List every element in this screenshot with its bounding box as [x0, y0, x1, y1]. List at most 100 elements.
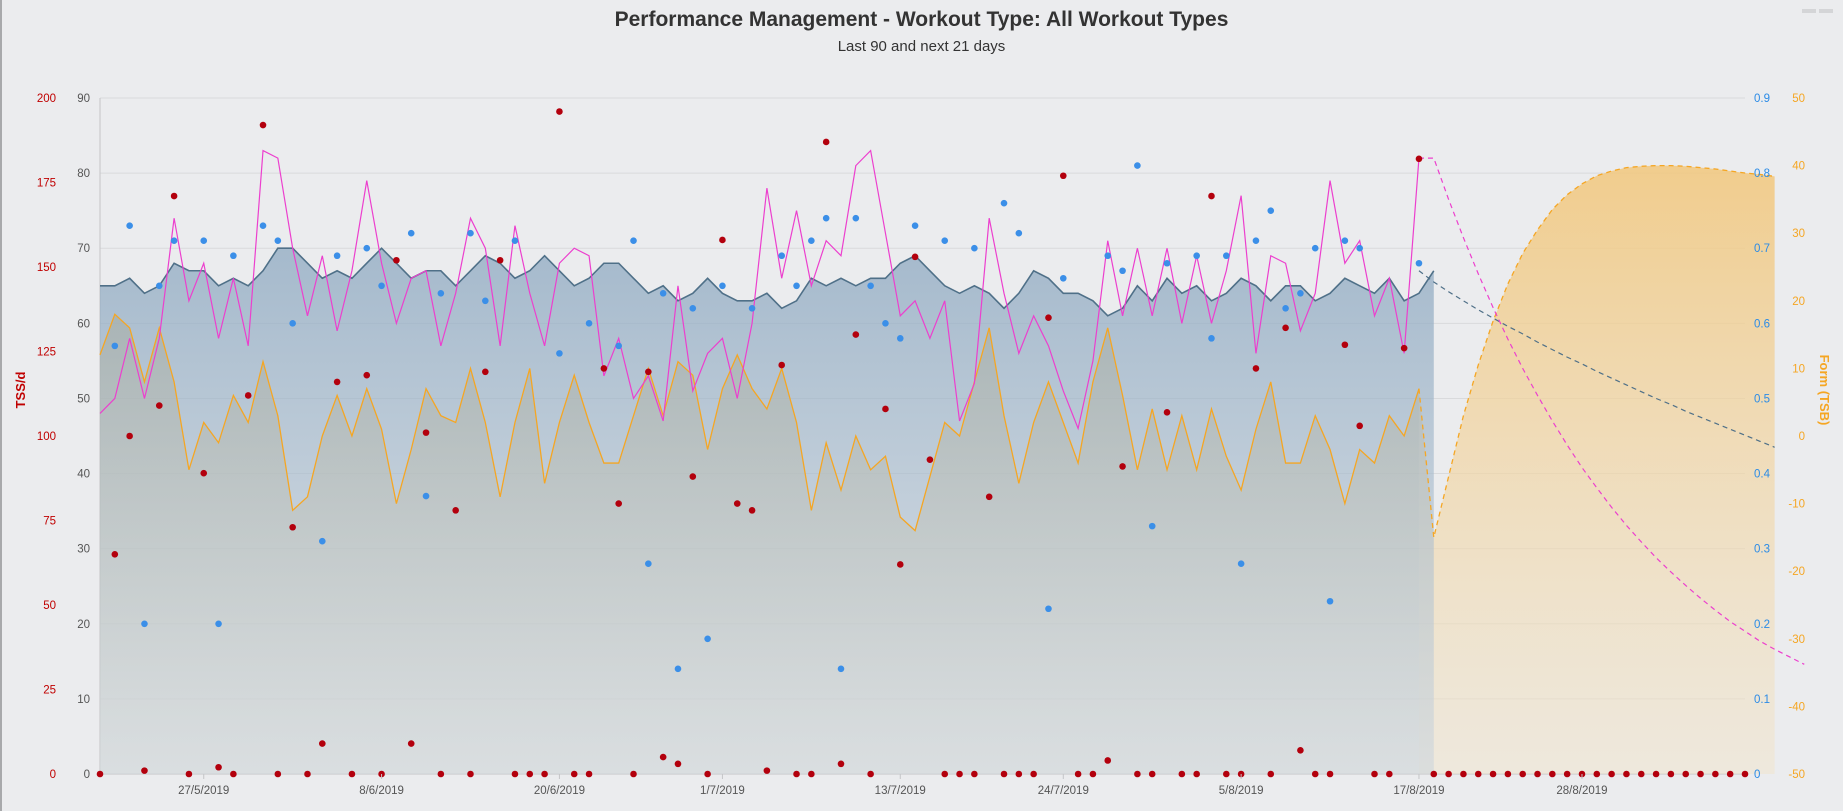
tss-point	[541, 770, 548, 778]
if-point	[659, 289, 667, 297]
chart-subtitle: Last 90 and next 21 days	[837, 38, 1006, 55]
tss-point	[1341, 341, 1349, 349]
tss-tick-label: 25	[43, 685, 56, 697]
if-point	[230, 252, 237, 260]
tss-point	[1074, 770, 1082, 778]
tss-point	[852, 331, 860, 338]
tss-point	[971, 770, 978, 778]
tss-point	[778, 361, 786, 369]
tss-point	[896, 561, 904, 568]
form-tick-label: 0	[1799, 431, 1805, 443]
tss-point	[1297, 747, 1304, 754]
tss-point	[704, 770, 711, 778]
tss-point	[1267, 770, 1275, 778]
if-point	[333, 252, 341, 260]
if-point	[837, 665, 845, 673]
form-tick-label: -40	[1788, 701, 1805, 713]
tss-point	[985, 493, 993, 501]
tss-point	[1104, 757, 1112, 764]
x-tick-label: 5/8/2019	[1219, 785, 1264, 797]
form-tick-label: -10	[1788, 499, 1805, 511]
fitness-area	[100, 248, 1434, 774]
tss-point	[1667, 770, 1675, 778]
tss-point	[1697, 770, 1704, 778]
tss-point	[230, 770, 237, 778]
tss-point	[1460, 770, 1467, 778]
form-tick-label: -20	[1788, 566, 1805, 578]
tss-point	[659, 753, 667, 761]
fitness-tick-label: 50	[77, 393, 90, 405]
if-point	[1208, 335, 1215, 342]
tss-tick-label: 175	[37, 178, 56, 190]
if-point	[704, 635, 711, 643]
tss-point	[1208, 192, 1215, 200]
fitness-tick-label: 10	[77, 694, 90, 706]
fitness-tick-label: 80	[77, 168, 90, 180]
if-point	[1237, 560, 1245, 567]
tss-point	[244, 392, 252, 399]
tss-point	[511, 770, 519, 778]
form-forecast-line	[1418, 164, 1775, 538]
tss-point	[215, 763, 222, 771]
tss-point	[111, 551, 119, 558]
tss-point	[1000, 770, 1008, 778]
tss-point	[793, 770, 800, 778]
if-point	[748, 305, 756, 312]
tss-point	[1089, 770, 1097, 778]
tss-point	[1045, 314, 1052, 322]
if-point	[170, 237, 178, 245]
form-tick-label: 10	[1792, 363, 1805, 375]
if-point	[1356, 244, 1363, 252]
tss-point	[1623, 770, 1630, 778]
fitness-tick-label: 60	[77, 318, 90, 330]
tss-point	[1608, 770, 1615, 778]
tss-point	[1682, 770, 1690, 778]
tss-point	[1741, 770, 1749, 778]
tss-point	[1726, 770, 1734, 778]
tss-point	[733, 500, 741, 507]
tss-point	[467, 770, 474, 778]
tss-point	[1400, 344, 1408, 352]
tss-point	[1371, 770, 1378, 778]
if-point	[808, 237, 815, 245]
tss-point	[1193, 770, 1200, 778]
tss-tick-label: 50	[43, 600, 56, 612]
tss-point	[1059, 172, 1067, 180]
form-tick-label: 20	[1792, 296, 1805, 308]
if-tick-label: 0.9	[1754, 93, 1770, 105]
tss-point	[837, 760, 845, 768]
if-point	[1059, 274, 1067, 282]
window-controls[interactable]	[1799, 0, 1835, 13]
if-point	[1415, 259, 1423, 267]
if-point	[630, 237, 637, 245]
if-point	[1104, 252, 1112, 260]
tss-point	[763, 767, 771, 774]
tss-point	[126, 432, 133, 440]
tss-point	[274, 770, 282, 778]
tss-point	[1593, 770, 1601, 778]
if-point	[363, 244, 371, 252]
x-tick-label: 28/8/2019	[1556, 785, 1607, 797]
if-tick-label: 0.2	[1754, 619, 1770, 631]
axes: 0255075100125150175200010203040506070809…	[13, 93, 1832, 797]
if-point	[1282, 305, 1289, 312]
x-tick-label: 24/7/2019	[1038, 785, 1089, 797]
if-point	[1119, 267, 1126, 275]
if-point	[1148, 522, 1156, 530]
tss-tick-label: 200	[37, 93, 56, 105]
tss-point	[318, 740, 326, 747]
fitness-tick-label: 70	[77, 243, 90, 255]
if-point	[141, 620, 148, 628]
tss-point	[1326, 770, 1334, 778]
tss-point	[748, 507, 756, 514]
tss-point	[1148, 770, 1156, 778]
if-point	[793, 282, 800, 290]
if-tick-label: 0.7	[1754, 243, 1770, 255]
tss-point	[1030, 770, 1037, 778]
if-point	[1311, 244, 1319, 252]
if-point	[467, 229, 474, 237]
if-point	[318, 537, 326, 545]
form-line	[99, 313, 1420, 532]
if-point	[1326, 597, 1334, 605]
